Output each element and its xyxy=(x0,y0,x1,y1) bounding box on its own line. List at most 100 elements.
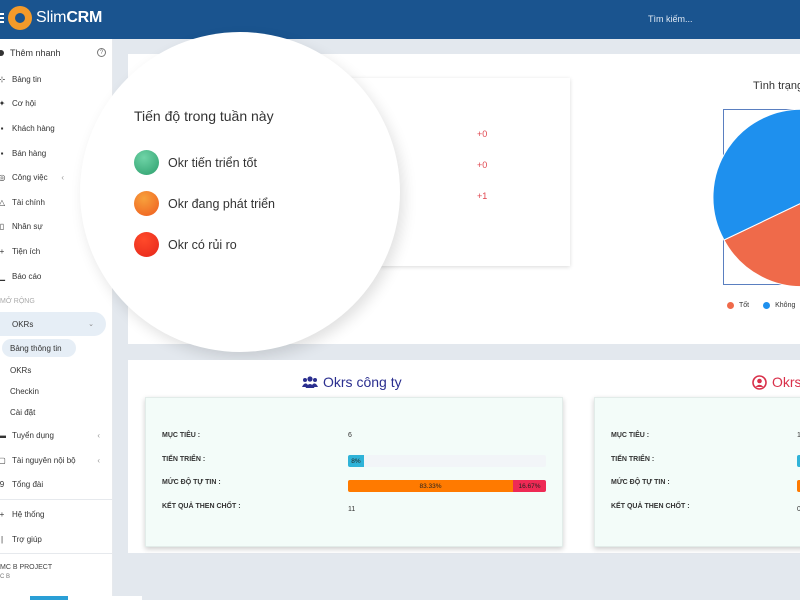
delta-risk: +1 xyxy=(477,191,488,201)
legend-label-no[interactable]: Không xyxy=(775,302,796,309)
okrs-company-card xyxy=(145,397,563,547)
legend-okr-developing: Okr đang phát triển xyxy=(134,191,275,216)
sidebar-item-label: Tổng đài xyxy=(12,480,44,490)
legend-okr-risk: Okr có rủi ro xyxy=(134,232,237,257)
confidence-bar: 83.33% 16.67% xyxy=(348,480,546,492)
divider xyxy=(0,499,112,501)
recruit-icon: ▬ xyxy=(0,431,6,441)
sidebar-item-label: Khách hàng xyxy=(12,123,55,133)
okrs-personal-title: Okrs xyxy=(772,374,800,390)
sidebar-item-label: Công việc xyxy=(12,173,48,183)
help-icon[interactable]: ? xyxy=(97,48,106,57)
sidebar-item-label: Tài chính xyxy=(12,197,45,207)
sidebar-subitem-dashboard[interactable]: Bảng thông tin xyxy=(2,339,76,358)
progress-label: TIẾN TRIỂN : xyxy=(611,456,655,463)
project-name: MC B PROJECT xyxy=(0,564,53,572)
sidebar-item-label: Tuyển dụng xyxy=(12,431,54,441)
objective-value: 6 xyxy=(348,432,352,439)
sidebar-item-news[interactable]: ⊹ Bảng tin xyxy=(0,67,112,92)
okr-risk-label: Okr có rủi ro xyxy=(168,237,237,252)
status-pie-chart[interactable] xyxy=(712,108,800,288)
sidebar-item-system[interactable]: + Hệ thống xyxy=(0,502,112,527)
progress-label: TIẾN TRIỂN : xyxy=(162,456,206,463)
bar-chart-icon: ▁ xyxy=(0,271,6,281)
pie-legend: Tốt Không xyxy=(727,302,795,309)
sidebar-item-label: Hệ thống xyxy=(12,509,45,519)
sidebar-item-recruitment[interactable]: ▬ Tuyển dụng ‹ xyxy=(0,423,112,448)
sidebar-item-customers[interactable]: ▪ Khách hàng xyxy=(0,116,112,141)
sidebar-subitem-checkin[interactable]: Checkin xyxy=(10,387,39,397)
person-icon: ▯ xyxy=(0,222,5,232)
red-status-dot-icon xyxy=(134,232,159,257)
cart-icon: ▪ xyxy=(0,148,4,158)
objective-label: MỤC TIÊU : xyxy=(162,432,201,439)
hamburger-menu-icon[interactable] xyxy=(0,13,4,25)
sidebar-group-okrs[interactable]: OKRs ⌄ xyxy=(0,312,106,337)
sidebar-subitem-settings[interactable]: Cài đặt xyxy=(10,408,36,418)
key-results-value: 0 xyxy=(797,506,800,513)
project-subtitle: C B xyxy=(0,574,11,581)
sidebar-item-label: Tiện ích xyxy=(12,246,41,256)
sidebar-item-call-center[interactable]: 9 Tổng đài xyxy=(0,473,112,498)
sparkle-icon: ✦ xyxy=(0,99,6,109)
sidebar-item-sales[interactable]: ▪ Bán hàng xyxy=(0,141,112,166)
progress-bar xyxy=(797,455,800,467)
chevron-left-icon: ‹ xyxy=(97,455,100,465)
confidence-high-segment: 83.33% xyxy=(348,480,513,492)
sidebar-item-label: Bán hàng xyxy=(12,148,47,158)
sidebar-item-hr[interactable]: ▯ Nhân sự xyxy=(0,215,112,240)
collapse-sidebar-chevron-icon[interactable]: ‹ xyxy=(61,173,64,183)
sidebar-item-tasks[interactable]: ◎ Công việc ‹ xyxy=(0,165,112,190)
sidebar-item-help[interactable]: | Trợ giúp xyxy=(0,527,112,552)
system-icon: + xyxy=(0,509,5,519)
sidebar-item-opportunities[interactable]: ✦ Cơ hội xyxy=(0,92,112,117)
confidence-bar xyxy=(797,480,800,492)
logo[interactable]: SlimCRM xyxy=(10,8,102,28)
status-chart-title: Tình trạng xyxy=(753,80,800,92)
confidence-low-segment: 16.67% xyxy=(512,480,546,492)
key-results-value: 11 xyxy=(348,506,356,513)
pin-icon: ⊹ xyxy=(0,74,6,84)
section-header-extend: MỞ RỘNG xyxy=(0,297,35,305)
delta-good: +0 xyxy=(477,129,488,139)
progress-bar-fill: 8% xyxy=(348,455,364,467)
sidebar-item-label: Báo cáo xyxy=(12,271,42,281)
sidebar-item-internal-resources[interactable]: ▢ Tài nguyên nội bộ ‹ xyxy=(0,448,112,473)
okrs-group-label: OKRs xyxy=(12,319,34,329)
magnifier-overlay: Tiến độ trong tuần này Okr tiến triển tố… xyxy=(80,32,400,352)
bottom-scroll-track xyxy=(68,596,142,600)
top-navbar: SlimCRM Tìm kiếm... xyxy=(0,0,800,39)
money-icon: △ xyxy=(0,197,6,207)
plus-circle-icon xyxy=(0,50,4,56)
plus-icon: + xyxy=(0,246,5,256)
sidebar-item-label: Trợ giúp xyxy=(12,534,42,544)
legend-label-good[interactable]: Tốt xyxy=(739,302,750,309)
okrs-personal-heading: Okrs xyxy=(752,374,800,390)
confidence-label: MỨC ĐỘ TỰ TIN : xyxy=(162,479,221,486)
user-circle-icon xyxy=(752,374,767,390)
bottom-scroll-indicator xyxy=(30,596,68,600)
delta-developing: +0 xyxy=(477,160,488,170)
chevron-down-icon: ⌄ xyxy=(88,321,94,329)
green-status-dot-icon xyxy=(134,150,159,175)
calendar-icon: ▢ xyxy=(0,455,6,465)
okr-good-label: Okr tiến triển tốt xyxy=(168,155,257,170)
sidebar-subitem-okrs[interactable]: OKRs xyxy=(10,366,32,376)
quick-add-label: Thêm nhanh xyxy=(10,48,61,58)
confidence-label: MỨC ĐỘ TỰ TIN : xyxy=(611,479,670,486)
legend-okr-good: Okr tiến triển tốt xyxy=(134,150,257,175)
sidebar-item-utilities[interactable]: + Tiện ích xyxy=(0,239,112,264)
objective-label: MỤC TIÊU : xyxy=(611,432,650,439)
legend-swatch-good xyxy=(727,302,734,309)
okrs-company-heading: Okrs công ty xyxy=(302,374,402,390)
users-group-icon xyxy=(302,375,318,388)
users-icon: ▪ xyxy=(0,123,4,133)
search-input[interactable]: Tìm kiếm... xyxy=(648,14,693,24)
sidebar-item-reports[interactable]: ▁ Báo cáo xyxy=(0,264,112,289)
key-results-label: KẾT QUẢ THEN CHỐT : xyxy=(162,503,241,510)
quick-add-button[interactable]: Thêm nhanh ? xyxy=(0,39,112,67)
sidebar-item-finance[interactable]: △ Tài chính xyxy=(0,190,112,215)
sidebar-item-label: Nhân sự xyxy=(12,222,43,232)
key-results-label: KẾT QUẢ THEN CHỐT : xyxy=(611,503,690,510)
divider xyxy=(0,553,112,555)
